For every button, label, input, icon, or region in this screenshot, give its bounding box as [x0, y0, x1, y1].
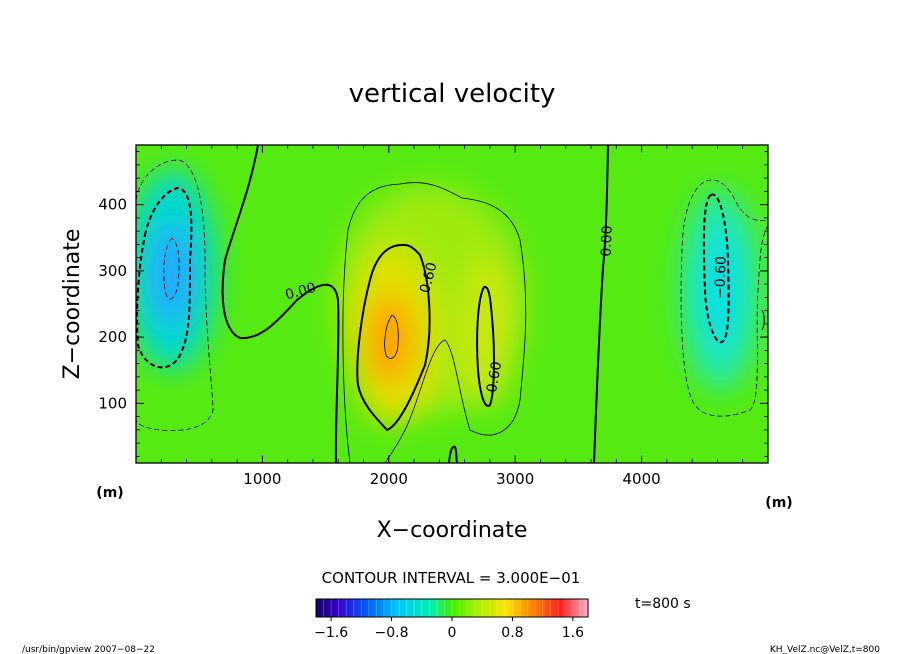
contour-label-text: 0.60 [484, 360, 505, 393]
plot-frame [135, 144, 769, 464]
y-axis-title: Z−coordinate [60, 229, 85, 380]
contour-lines [136, 145, 768, 463]
contour-neg-edge-east [761, 309, 765, 331]
contour-neg-0.9-west [163, 237, 180, 300]
y-tick-label-1: 200 [98, 328, 127, 346]
contour-label-0: 0.00 [283, 280, 317, 304]
colorbar-ticks: −1.6 −0.8 0 0.8 1.6 [314, 617, 584, 641]
contour-neg-0.3-east [680, 179, 768, 417]
colorbar-fill [316, 599, 588, 617]
field-updraft-secondary [459, 255, 515, 405]
colorbar-tick-label-2: 0 [448, 625, 457, 641]
contour-label-1: 0.60 [417, 261, 441, 295]
x-axis-title: X−coordinate [377, 518, 528, 543]
contour-label-text: −0.60 [712, 256, 729, 299]
field-downdraft-west-core [150, 225, 194, 325]
contour-label-3: 0.00 [599, 225, 616, 257]
colorbar-stripes [323, 599, 581, 617]
colorbar-tick-label-1: −0.8 [375, 625, 409, 641]
footer-left: /usr/bin/gpview 2007−08−22 [22, 645, 155, 654]
chart-title: vertical velocity [349, 79, 556, 109]
footer-right: KH_VelZ.nc@VelZ,t=800 [770, 645, 880, 654]
contour-label-2: 0.60 [484, 360, 505, 393]
x-tick-label-1: 2000 [370, 470, 408, 488]
colorbar: −1.6 −0.8 0 0.8 1.6 [314, 598, 589, 641]
x-unit-label: (m) [765, 495, 792, 511]
contour-0.3 [342, 182, 527, 463]
contour-zero-west [221, 145, 340, 463]
field-downdraft-east-core [704, 230, 740, 350]
contour-0.6-secondary [476, 286, 495, 407]
contour-label-text: 0.00 [599, 225, 616, 257]
y-tick-label-0: 100 [98, 394, 127, 412]
x-tick-label-3: 4000 [623, 470, 661, 488]
colorbar-tick-label-3: 0.8 [501, 625, 523, 641]
contour-zero-east [593, 145, 609, 463]
y-tick-label-3: 400 [98, 196, 127, 214]
y-tick-label-2: 300 [98, 262, 127, 280]
contour-interval-text: CONTOUR INTERVAL = 3.000E−01 [322, 569, 581, 587]
contour-0.6-main [356, 243, 431, 432]
axis-ticks: 1000 2000 3000 4000 100 200 300 400 [98, 145, 768, 488]
contour-neg-0.3-west [136, 159, 214, 431]
contour-label-group: 0.00 0.60 0.60 0.00 −0.60 [283, 225, 729, 394]
plot-area: 0.00 0.600.600.00−0.60 1000 2000 3000 400010… [98, 144, 769, 488]
contour-label-4: −0.60 [712, 256, 729, 299]
time-label: t=800 s [635, 596, 691, 612]
y-unit-label: (m) [96, 485, 123, 501]
contour-neg-0.6-west [136, 186, 193, 369]
field-updraft-core [368, 295, 412, 385]
colorbar-tick-label-0: −1.6 [314, 625, 348, 641]
contour-label-text: 0.60 [417, 261, 441, 295]
x-tick-label-2: 3000 [496, 470, 534, 488]
contour-neg-0.6-east [702, 193, 730, 344]
colorbar-tick-label-4: 1.6 [562, 625, 584, 641]
x-tick-label-0: 1000 [243, 470, 281, 488]
contour-label-text: 0.00 [283, 280, 317, 304]
contour-zero-small [448, 445, 458, 463]
contour-0.9 [384, 314, 399, 359]
